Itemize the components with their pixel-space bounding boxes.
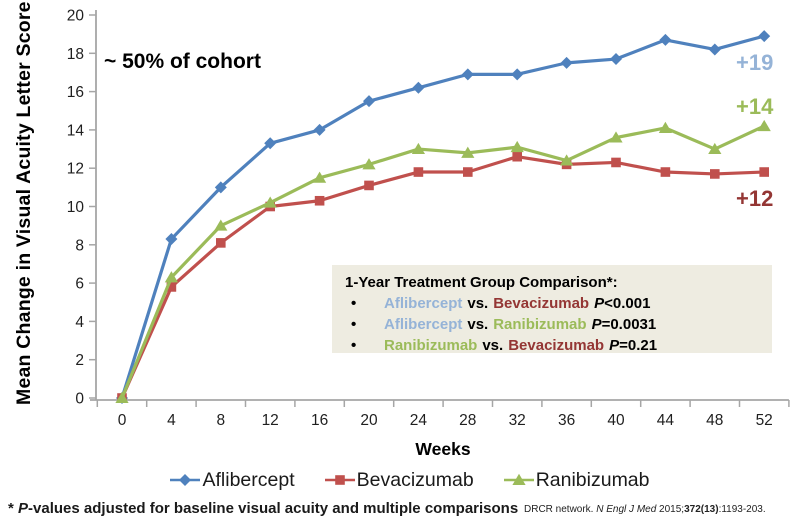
comparison-vs: vs. [467, 316, 489, 333]
bullet-icon: • [351, 316, 357, 333]
svg-text:0: 0 [75, 391, 84, 408]
citation-volume: 372(13) [684, 504, 719, 515]
series-end-label-bevacizumab: +12 [736, 186, 774, 211]
svg-text:36: 36 [558, 412, 575, 429]
comparison-drug-b: Bevacizumab [493, 295, 590, 312]
comparison-drug-b: Bevacizumab [508, 337, 605, 354]
p-symbol: P [594, 295, 605, 312]
comparison-box-title: 1-Year Treatment Group Comparison*: [345, 274, 618, 291]
svg-text:4: 4 [75, 314, 84, 331]
citation: DRCR network. N Engl J Med 2015;372(13):… [524, 504, 766, 515]
cohort-annotation: ~ 50% of cohort [104, 50, 261, 73]
comparison-drug-a: Ranibizumab [384, 337, 478, 354]
triangle-marker-icon [503, 473, 534, 487]
chart-legend: Aflibercept Bevacizumab Ranibizumab [10, 466, 800, 494]
bullet-icon: • [351, 295, 357, 312]
footnote: * P-values adjusted for baseline visual … [8, 500, 518, 517]
series-end-label-aflibercept: +19 [736, 50, 774, 75]
bullet-icon: • [351, 337, 357, 354]
comparison-p-value: P=0.0031 [592, 314, 657, 335]
comparison-p-value: P=0.21 [609, 335, 657, 356]
svg-text:10: 10 [67, 199, 85, 216]
legend-item-ranibizumab: Ranibizumab [503, 468, 650, 492]
svg-text:16: 16 [311, 412, 328, 429]
y-axis-title: Mean Change in Visual Acuity Letter Scor… [13, 1, 35, 405]
footnote-p-symbol: P [18, 500, 29, 517]
series-end-label-ranibizumab: +14 [736, 94, 774, 119]
svg-text:28: 28 [459, 412, 476, 429]
citation-year: 2015; [656, 504, 685, 515]
comparison-row: • Ranibizumab vs. Bevacizumab P=0.21 [345, 335, 762, 356]
p-symbol: P [609, 337, 620, 354]
footnote-prefix: * [8, 500, 19, 517]
comparison-drug-a: Aflibercept [384, 295, 463, 312]
comparison-vs: vs. [482, 337, 504, 354]
svg-text:52: 52 [756, 412, 773, 429]
svg-text:16: 16 [67, 84, 84, 101]
square-marker-icon [324, 473, 355, 487]
legend-item-bevacizumab: Bevacizumab [324, 468, 474, 492]
footnote-text: -values adjusted for baseline visual acu… [28, 500, 519, 517]
legend-label: Ranibizumab [535, 468, 650, 491]
svg-text:0: 0 [118, 412, 127, 429]
svg-text:48: 48 [706, 412, 723, 429]
svg-text:4: 4 [167, 412, 176, 429]
comparison-row: • Aflibercept vs. Ranibizumab P=0.0031 [345, 314, 762, 335]
diamond-marker-icon [170, 473, 201, 487]
svg-text:6: 6 [75, 276, 84, 293]
comparison-box: 1-Year Treatment Group Comparison*: • Af… [332, 265, 772, 356]
comparison-row: • Aflibercept vs. Bevacizumab P<0.001 [345, 293, 762, 314]
legend-item-aflibercept: Aflibercept [170, 468, 295, 492]
svg-text:2: 2 [75, 352, 84, 369]
svg-text:18: 18 [67, 46, 84, 63]
p-value-text: <0.001 [604, 295, 651, 312]
citation-journal: N Engl J Med [596, 504, 657, 515]
p-value-text: =0.21 [619, 337, 658, 354]
svg-text:14: 14 [67, 122, 85, 139]
citation-authors: DRCR network. [524, 504, 597, 515]
svg-text:12: 12 [67, 161, 84, 178]
svg-text:44: 44 [657, 412, 675, 429]
p-symbol: P [591, 316, 602, 333]
comparison-vs: vs. [467, 295, 489, 312]
comparison-p-value: P<0.001 [594, 293, 650, 314]
comparison-drug-b: Ranibizumab [493, 316, 587, 333]
legend-label: Aflibercept [202, 468, 295, 491]
svg-text:12: 12 [262, 412, 279, 429]
svg-text:20: 20 [67, 8, 85, 25]
svg-text:40: 40 [607, 412, 625, 429]
svg-text:32: 32 [509, 412, 526, 429]
p-value-text: =0.0031 [601, 316, 657, 333]
svg-text:8: 8 [216, 412, 225, 429]
svg-text:20: 20 [360, 412, 378, 429]
svg-text:8: 8 [75, 237, 84, 254]
legend-label: Bevacizumab [356, 468, 474, 491]
svg-text:24: 24 [410, 412, 428, 429]
comparison-drug-a: Aflibercept [384, 316, 463, 333]
citation-pages: :1193-203. [718, 504, 766, 515]
x-axis-title: Weeks [415, 439, 471, 459]
